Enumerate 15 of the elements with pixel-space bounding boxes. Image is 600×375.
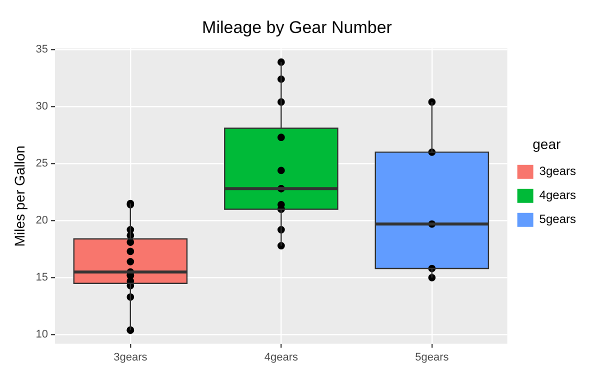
y-tick-label: 10	[36, 328, 48, 341]
y-tick-label: 25	[36, 158, 48, 170]
x-tick-label: 4gears	[264, 351, 298, 364]
legend-label: 4gears	[539, 188, 576, 202]
y-axis-title: Miles per Gallon	[11, 146, 28, 247]
legend-label: 3gears	[539, 164, 576, 178]
x-tick-label: 5gears	[415, 351, 450, 364]
x-tick-label: 3gears	[114, 351, 148, 364]
legend-title: gear	[532, 136, 561, 152]
legend-label: 5gears	[539, 212, 576, 226]
y-tick-label: 35	[36, 44, 48, 56]
y-tick-label: 20	[36, 214, 48, 227]
chart-title: Mileage by Gear Number	[202, 18, 392, 37]
y-tick-label: 30	[36, 100, 48, 113]
y-tick-label: 15	[36, 272, 48, 284]
